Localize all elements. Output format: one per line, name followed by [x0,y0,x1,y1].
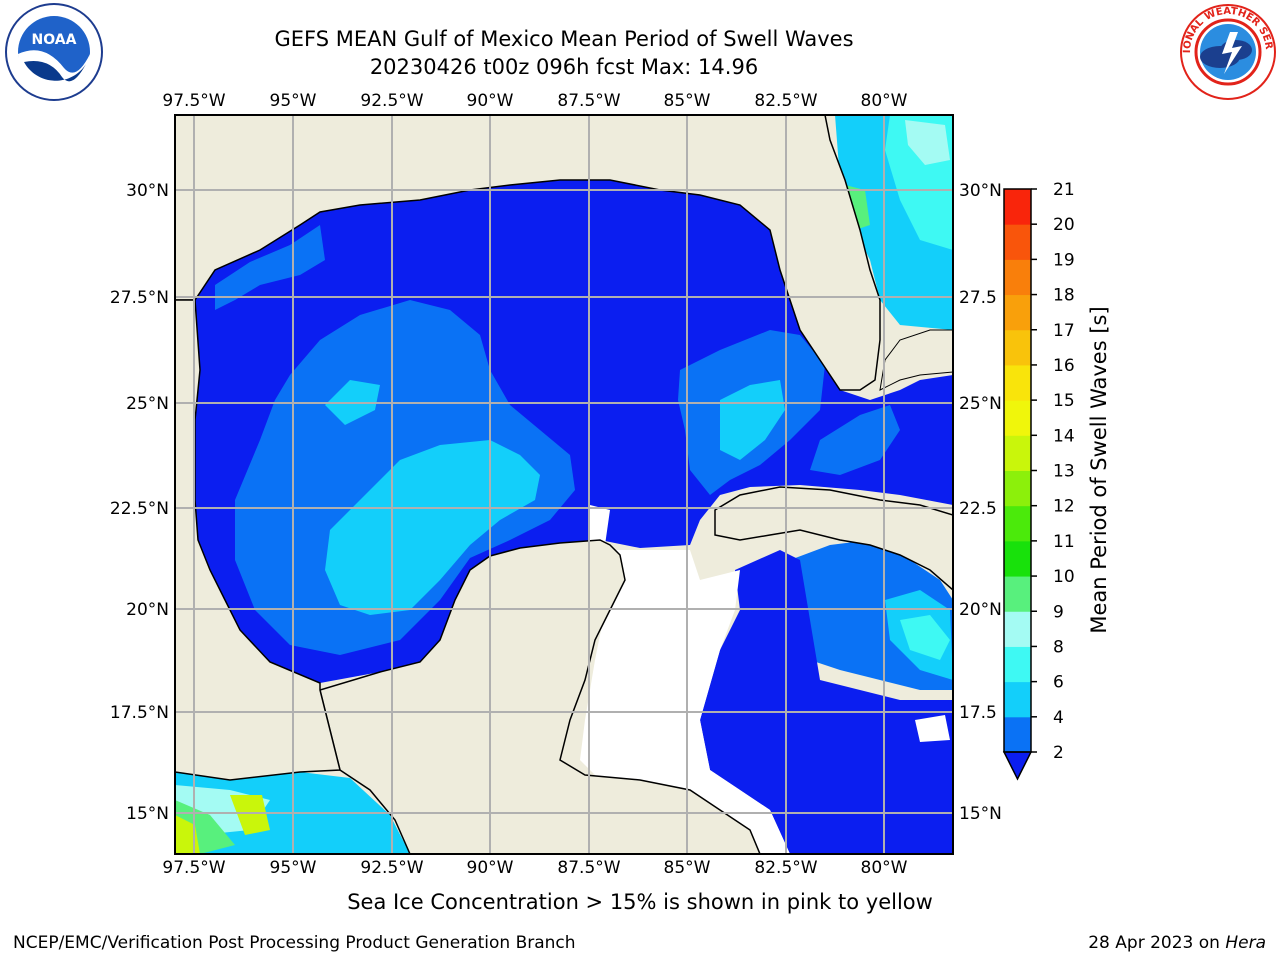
lat-label: 22.5°N [110,499,169,519]
colorbar-tick-label: 21 [1053,180,1075,200]
contour-6-8-carib [900,615,950,660]
colorbar-segment [1004,505,1031,542]
lon-label: 82.5°W [754,91,817,111]
colorbar-segment [1004,576,1031,612]
missing-data-area-2 [590,505,610,545]
footer-date-text: 28 Apr 2023 on [1088,933,1226,953]
lat-labels-right: 30°N 27.5 25°N 22.5 20°N 17.5 15°N [959,181,1002,824]
lat-label: 30°N [126,181,169,201]
footer-credit: NCEP/EMC/Verification Post Processing Pr… [13,933,576,953]
colorbar-segment [1004,329,1031,366]
lat-label: 22.5 [959,499,997,519]
colorbar-segment [1004,540,1031,577]
lat-label: 27.5°N [110,288,169,308]
caribbean-ocean [700,550,953,854]
lat-label: 27.5 [959,288,997,308]
contour-4-6-east [720,380,785,460]
lat-label: 17.5 [959,703,997,723]
nws-logo: NATIONAL WEATHER SERVICE [1178,2,1276,100]
footer-date: 28 Apr 2023 on Hera [1088,933,1266,953]
colorbar-tick-label: 16 [1053,356,1075,376]
colorbar-tick-label: 10 [1053,567,1075,587]
colorbar-segment [1004,400,1031,436]
contour-2-4-north [215,225,325,310]
colorbar-tick-label: 14 [1053,426,1075,446]
lat-label: 15°N [959,804,1002,824]
colorbar: 2 4 6 8 9 10 11 12 13 14 15 16 17 18 19 20 21 [1002,180,1075,781]
lon-label: 82.5°W [754,858,817,878]
lat-labels-left: 30°N 27.5°N 25°N 22.5°N 20°N 17.5°N 15°N [110,181,169,824]
pacific-swell-yellow [230,795,270,835]
map-panel [175,115,953,854]
colorbar-tick-label: 12 [1053,497,1075,517]
colorbar-segment [1004,189,1031,225]
colorbar-tick-label: 4 [1053,708,1064,728]
lat-label: 17.5°N [110,703,169,723]
gridlines [175,115,953,854]
colorbar-tick-label: 9 [1053,602,1064,622]
colorbar-segment [1004,259,1031,296]
colorbar-segment [1004,470,1031,507]
lat-label: 30°N [959,181,1002,201]
chart-title: GEFS MEAN Gulf of Mexico Mean Period of … [274,27,854,51]
lon-label: 97.5°W [162,91,225,111]
lat-label: 25°N [126,394,169,414]
colorbar-tick-label: 8 [1053,637,1064,657]
colorbar-segment [1004,224,1031,260]
lon-label: 85°W [664,91,711,111]
noaa-logo: NOAA [5,3,103,101]
lon-label: 97.5°W [162,858,225,878]
footer-host: Hera [1225,933,1266,953]
lon-label: 90°W [467,91,514,111]
florida-land [175,115,881,391]
colorbar-tick-label: 15 [1053,391,1075,411]
lat-label: 15°N [126,804,169,824]
lon-label: 87.5°W [557,858,620,878]
missing-data-area-3 [915,715,950,742]
lon-label: 92.5°W [360,91,423,111]
colorbar-tick-label: 18 [1053,286,1075,306]
lon-label: 85°W [664,858,711,878]
colorbar-tick-label: 17 [1053,321,1075,341]
colorbar-tick-label: 2 [1053,743,1064,763]
colorbar-tick-label: 6 [1053,673,1064,693]
lon-label: 90°W [467,858,514,878]
lon-label: 95°W [270,91,317,111]
colorbar-segment [1004,435,1031,471]
colorbar-extend-arrow [1002,751,1033,781]
chart-subtitle: 20230426 t00z 096h fcst Max: 14.96 [369,55,759,79]
colorbar-segment [1004,716,1031,753]
contour-4-6 [325,440,540,615]
lon-label: 95°W [270,858,317,878]
lat-label: 25°N [959,394,1002,414]
lon-label: 87.5°W [557,91,620,111]
colorbar-tick-label: 11 [1053,532,1075,552]
caption: Sea Ice Concentration > 15% is shown in … [347,890,933,914]
lon-label: 92.5°W [360,858,423,878]
bahamas-land [879,329,953,391]
colorbar-tick-label: 20 [1053,215,1075,235]
lat-label: 20°N [959,600,1002,620]
map-frame [174,114,954,855]
colorbar-segment [1004,364,1031,401]
colorbar-tick-label: 13 [1053,462,1075,482]
colorbar-segment [1004,294,1031,331]
lon-label: 80°W [861,91,908,111]
lon-label: 80°W [861,858,908,878]
colorbar-segment [1004,681,1031,718]
yucatan-land [319,539,761,854]
colorbar-segment [1004,611,1031,647]
lon-labels-bottom: 97.5°W 95°W 92.5°W 90°W 87.5°W 85°W 82.5… [162,858,907,878]
lat-label: 20°N [126,600,169,620]
colorbar-tick-label: 19 [1053,250,1075,270]
missing-data-area [580,550,790,854]
svg-text:NOAA: NOAA [32,32,77,48]
colorbar-label: Mean Period of Swell Waves [s] [1087,306,1111,633]
lon-labels-top: 97.5°W 95°W 92.5°W 90°W 87.5°W 85°W 82.5… [162,91,907,111]
cuba-land [714,486,953,591]
contour-8-9 [905,120,950,165]
colorbar-segment [1004,646,1031,683]
contour-2-4-bahamas [810,405,900,475]
